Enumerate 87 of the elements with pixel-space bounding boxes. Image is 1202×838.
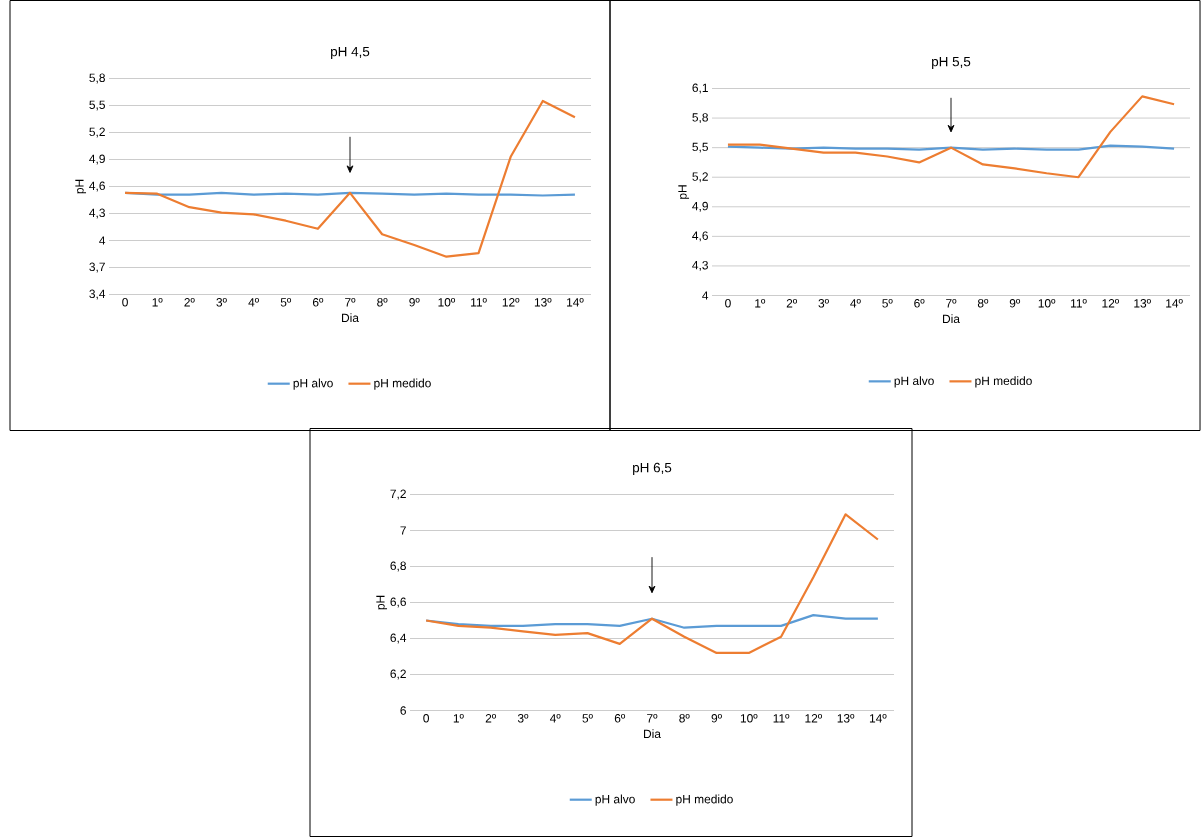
x-tick-label: 2º: [184, 297, 195, 307]
x-tick-label: 3º: [216, 297, 227, 307]
x-tick-label: 13º: [1134, 298, 1151, 308]
y-tick-label: 4,3: [692, 260, 708, 271]
x-tick-label: 13º: [534, 297, 552, 307]
x-tick-label: 14º: [567, 297, 584, 307]
x-tick-label: 6º: [312, 297, 324, 307]
x-tick-label: 5º: [582, 713, 593, 723]
x-tick-label: 4º: [850, 298, 861, 308]
x-tick-label: 0: [423, 713, 429, 723]
x-tick-label: 10º: [740, 713, 758, 723]
x-tick-label: 7º: [345, 297, 356, 307]
chart-title: pH 5,5: [932, 56, 971, 69]
y-tick-label: 4: [99, 236, 106, 245]
x-tick-label: 2º: [485, 713, 497, 723]
y-axis-title: pH: [678, 185, 690, 199]
x-tick-label: 6º: [914, 298, 925, 308]
y-tick-label: 6,6: [390, 597, 406, 608]
x-tick-label: 8º: [977, 298, 989, 308]
x-tick-label: 5º: [280, 297, 292, 307]
x-tick-label: 8º: [679, 713, 690, 723]
x-tick-label: 4º: [248, 297, 259, 307]
y-tick-label: 4,6: [89, 181, 105, 192]
x-tick-label: 3º: [517, 713, 529, 723]
y-axis-title: pH: [376, 595, 388, 610]
x-tick-label: 6º: [614, 713, 626, 723]
x-tick-label: 8º: [377, 297, 388, 307]
legend-label: pH alvo: [595, 794, 635, 806]
y-tick-label: 5,2: [692, 172, 708, 182]
y-tick-label: 4,6: [692, 231, 708, 242]
legend-label: pH medido: [676, 794, 733, 806]
x-tick-label: 11º: [773, 713, 790, 723]
x-tick-label: 10º: [1038, 298, 1056, 308]
line-series: [726, 95, 1176, 179]
line-series: [123, 99, 577, 258]
y-tick-label: 3,7: [89, 262, 105, 273]
x-tick-label: 14º: [869, 713, 887, 723]
y-axis-title: pH: [75, 179, 87, 194]
x-axis-title: Dia: [644, 729, 661, 738]
x-tick-label: 1º: [453, 713, 464, 723]
y-tick-label: 5,8: [692, 112, 708, 123]
x-tick-label: 13º: [837, 713, 855, 723]
line-series: [425, 512, 879, 654]
y-tick-label: 5,5: [692, 142, 708, 153]
x-tick-label: 12º: [805, 713, 823, 723]
x-tick-label: 2º: [786, 298, 798, 308]
x-tick-label: 1º: [755, 298, 766, 308]
x-tick-label: 3º: [818, 298, 829, 308]
x-tick-label: 7º: [647, 713, 658, 723]
y-tick-label: 7: [400, 526, 406, 535]
y-tick-label: 6,1: [692, 83, 708, 94]
y-tick-label: 5,5: [89, 100, 105, 111]
x-tick-label: 1º: [152, 297, 163, 307]
y-tick-label: 7,2: [390, 489, 406, 500]
x-tick-label: 11º: [1071, 298, 1087, 308]
x-tick-label: 9º: [1009, 298, 1021, 308]
x-tick-label: 12º: [1102, 298, 1120, 308]
y-tick-label: 4,3: [89, 208, 105, 219]
x-tick-label: 9º: [711, 713, 722, 723]
legend-label: pH alvo: [293, 378, 333, 390]
x-tick-label: 10º: [438, 297, 456, 307]
x-tick-label: 12º: [502, 297, 520, 307]
x-tick-label: 14º: [1166, 298, 1183, 308]
legend-label: pH medido: [975, 376, 1032, 388]
y-tick-label: 6: [400, 706, 406, 715]
y-tick-label: 5,2: [89, 127, 105, 138]
y-tick-label: 6,8: [390, 561, 406, 572]
legend-label: pH alvo: [894, 376, 934, 388]
y-tick-label: 3,4: [89, 289, 106, 300]
x-axis-title: Dia: [943, 314, 960, 323]
y-tick-label: 5,8: [89, 73, 105, 84]
y-tick-label: 4: [702, 291, 709, 300]
x-tick-label: 7º: [946, 298, 957, 308]
legend-label: pH medido: [374, 378, 431, 390]
y-tick-label: 6,2: [390, 669, 406, 680]
x-tick-label: 4º: [549, 713, 561, 723]
y-tick-label: 6,4: [390, 633, 407, 644]
chart-title: pH 6,5: [633, 462, 672, 475]
x-tick-label: 0: [122, 297, 128, 307]
x-tick-label: 0: [725, 298, 731, 308]
x-tick-label: 9º: [409, 297, 420, 307]
x-tick-label: 5º: [882, 298, 893, 308]
x-tick-label: 11º: [471, 297, 487, 307]
chart-title: pH 4,5: [331, 46, 370, 59]
y-tick-label: 4,9: [89, 154, 105, 165]
y-tick-label: 4,9: [692, 201, 708, 212]
x-axis-title: Dia: [342, 313, 359, 322]
